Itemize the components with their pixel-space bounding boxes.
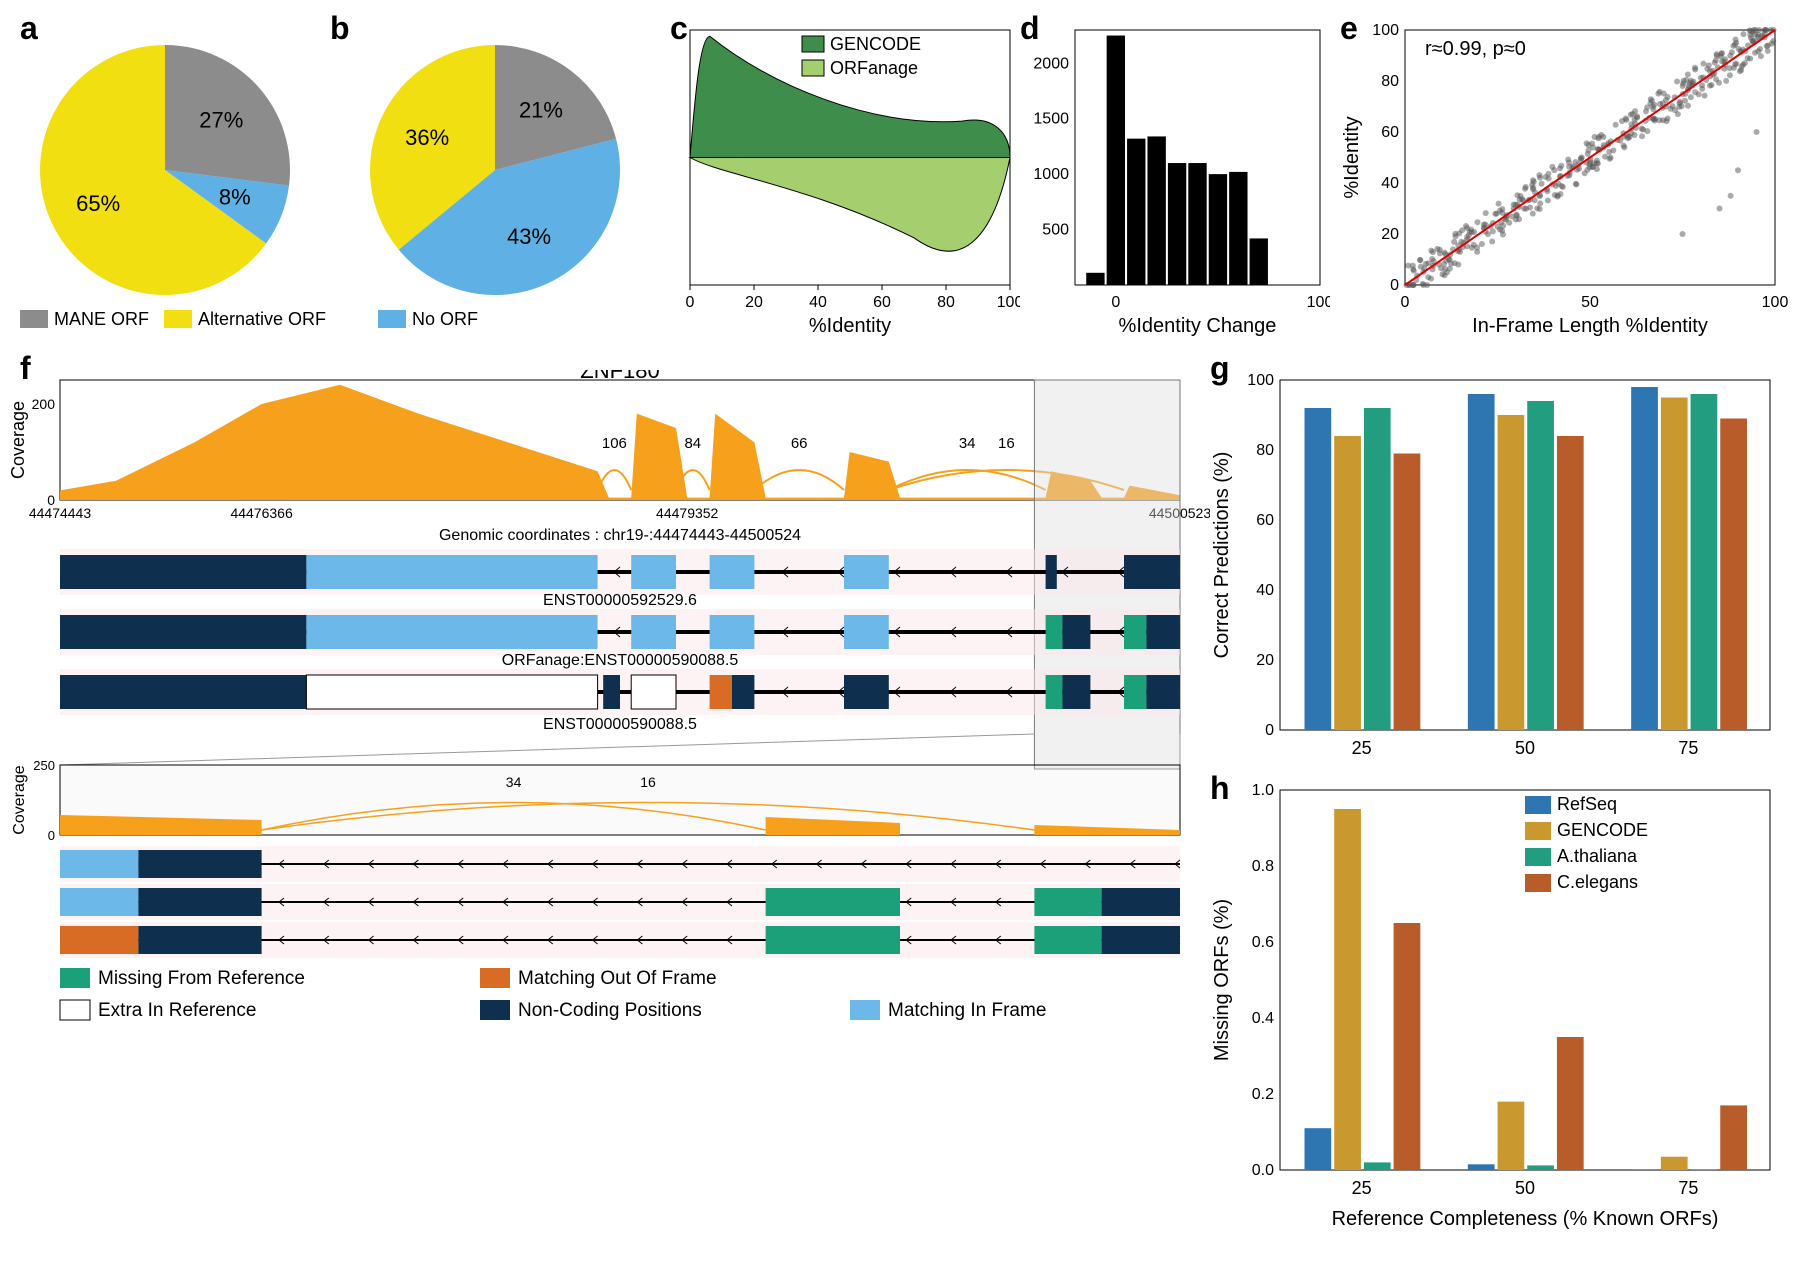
svg-text:75: 75: [1678, 738, 1698, 758]
svg-text:0: 0: [1265, 722, 1274, 739]
svg-text:Non-Coding Positions: Non-Coding Positions: [518, 1000, 702, 1021]
svg-text:In-Frame Length %Identity: In-Frame Length %Identity: [1472, 315, 1708, 337]
svg-text:%Identity: %Identity: [809, 315, 891, 337]
svg-text:25: 25: [1352, 738, 1372, 758]
svg-text:Matching Out Of Frame: Matching Out Of Frame: [518, 968, 717, 989]
svg-text:Coverage: Coverage: [11, 765, 28, 834]
svg-text:100: 100: [997, 294, 1020, 311]
svg-text:0: 0: [1401, 294, 1410, 311]
svg-text:44479352: 44479352: [656, 505, 719, 521]
svg-text:500: 500: [1042, 222, 1069, 239]
svg-text:0: 0: [1111, 294, 1120, 311]
svg-text:ENST00000590088.5: ENST00000590088.5: [543, 716, 697, 733]
figure-root: a b c d e f g h 27%8%65% 21%43%36% MANE …: [10, 10, 1790, 1262]
svg-text:36%: 36%: [405, 125, 449, 150]
svg-text:60: 60: [1381, 124, 1399, 141]
svg-text:100: 100: [1372, 22, 1399, 39]
panel-c-chart: 0 20 40 60 80 100 %Identity GENCODE ORFanage: [670, 20, 1020, 340]
svg-text:%Identity: %Identity: [1341, 116, 1363, 198]
svg-text:Reference Completeness (% Know: Reference Completeness (% Known ORFs): [1332, 1208, 1719, 1230]
panel-a-pie: 27% 8% 65%: [10, 40, 320, 300]
svg-text:ORFanage:ENST00000590088.5: ORFanage:ENST00000590088.5: [502, 652, 739, 669]
svg-text:16: 16: [640, 774, 656, 790]
svg-text:20: 20: [745, 294, 763, 311]
svg-text:43%: 43%: [507, 224, 551, 249]
svg-text:21%: 21%: [519, 98, 563, 123]
svg-text:50: 50: [1515, 738, 1535, 758]
svg-text:Matching In Frame: Matching In Frame: [888, 1000, 1046, 1021]
panel-d-chart: 500 1000 1500 2000 0 100 %Identity Change: [1020, 20, 1330, 340]
svg-text:1500: 1500: [1033, 111, 1069, 128]
svg-text:No ORF: No ORF: [412, 309, 478, 329]
svg-text:44474443: 44474443: [29, 505, 92, 521]
pie-legend: MANE ORF Alternative ORF No ORF: [10, 300, 670, 340]
svg-text:75: 75: [1678, 1178, 1698, 1198]
svg-text:ENST00000592529.6: ENST00000592529.6: [543, 592, 697, 609]
svg-text:200: 200: [32, 396, 56, 412]
svg-text:8%: 8%: [219, 185, 251, 210]
svg-text:25: 25: [1352, 1178, 1372, 1198]
svg-text:34: 34: [506, 774, 522, 790]
svg-text:80: 80: [1256, 442, 1274, 459]
svg-text:40: 40: [1381, 175, 1399, 192]
svg-text:80: 80: [937, 294, 955, 311]
panel-e-chart: 0 20 40 60 80 100 0 50 100 In-Frame Length %Ident…: [1340, 20, 1790, 340]
svg-text:16: 16: [998, 435, 1015, 452]
svg-text:ORFanage: ORFanage: [830, 58, 918, 78]
svg-text:0: 0: [686, 294, 695, 311]
svg-text:Genomic coordinates : chr19-:4: Genomic coordinates : chr19-:44474443-44…: [439, 527, 801, 544]
svg-text:A.thaliana: A.thaliana: [1557, 846, 1638, 866]
svg-text:0.4: 0.4: [1252, 1010, 1274, 1027]
svg-text:0: 0: [48, 828, 55, 843]
panel-h-chart: 0.0 0.2 0.4 0.6 0.8 1.0 25 50 75 Missing ORFs (%)…: [1210, 780, 1790, 1250]
svg-text:84: 84: [684, 435, 701, 452]
svg-text:Correct Predictions (%): Correct Predictions (%): [1211, 452, 1233, 659]
svg-text:60: 60: [873, 294, 891, 311]
svg-text:20: 20: [1381, 226, 1399, 243]
svg-text:50: 50: [1581, 294, 1599, 311]
svg-text:Coverage: Coverage: [10, 401, 28, 479]
svg-text:250: 250: [33, 758, 55, 773]
svg-text:27%: 27%: [199, 107, 243, 132]
panel-f-track: ZNF180 Coverage 0 200 106 84 66 34 16 44474443 444…: [10, 370, 1210, 1250]
svg-text:20: 20: [1256, 652, 1274, 669]
svg-text:r≈0.99, p≈0: r≈0.99, p≈0: [1425, 38, 1526, 60]
svg-text:0.6: 0.6: [1252, 934, 1274, 951]
svg-text:Extra In Reference: Extra In Reference: [98, 1000, 256, 1021]
svg-text:%Identity Change: %Identity Change: [1119, 315, 1277, 337]
panel-b-pie: 21% 43% 36%: [340, 40, 650, 300]
svg-text:106: 106: [602, 435, 627, 452]
panel-g-chart: 0 20 40 60 80 100 25 50 75 Correct Predictions (%…: [1210, 370, 1790, 770]
svg-text:40: 40: [1256, 582, 1274, 599]
svg-text:Missing From Reference: Missing From Reference: [98, 968, 305, 989]
svg-text:0.8: 0.8: [1252, 858, 1274, 875]
svg-text:GENCODE: GENCODE: [1557, 820, 1648, 840]
svg-text:ZNF180: ZNF180: [580, 370, 659, 383]
svg-text:Missing ORFs (%): Missing ORFs (%): [1211, 899, 1233, 1061]
svg-text:60: 60: [1256, 512, 1274, 529]
svg-text:GENCODE: GENCODE: [830, 34, 921, 54]
svg-text:0: 0: [1390, 277, 1399, 294]
svg-text:RefSeq: RefSeq: [1557, 794, 1617, 814]
svg-text:66: 66: [791, 435, 808, 452]
svg-text:50: 50: [1515, 1178, 1535, 1198]
svg-text:44476366: 44476366: [230, 505, 293, 521]
svg-text:65%: 65%: [76, 191, 120, 216]
svg-text:2000: 2000: [1033, 55, 1069, 72]
svg-text:34: 34: [959, 435, 976, 452]
svg-text:100: 100: [1247, 372, 1274, 389]
svg-text:100: 100: [1307, 294, 1330, 311]
svg-text:Alternative ORF: Alternative ORF: [198, 309, 326, 329]
svg-text:MANE ORF: MANE ORF: [54, 309, 149, 329]
svg-text:80: 80: [1381, 73, 1399, 90]
svg-text:0.2: 0.2: [1252, 1086, 1274, 1103]
svg-text:C.elegans: C.elegans: [1557, 872, 1638, 892]
svg-text:0.0: 0.0: [1252, 1162, 1274, 1179]
svg-text:40: 40: [809, 294, 827, 311]
svg-text:1000: 1000: [1033, 166, 1069, 183]
svg-text:1.0: 1.0: [1252, 782, 1274, 799]
svg-text:100: 100: [1762, 294, 1789, 311]
